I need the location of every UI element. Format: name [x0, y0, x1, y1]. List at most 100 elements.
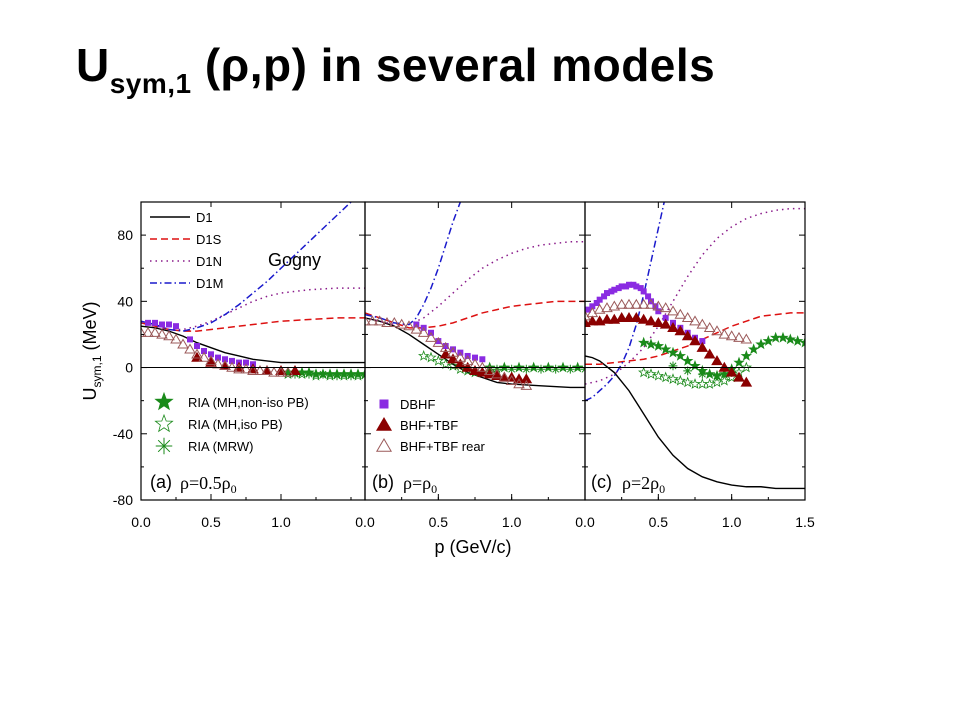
panel-c-bhf-tbf-point	[718, 361, 731, 372]
panel-c-bhf-tbf-rear-point	[645, 298, 657, 309]
panel-c-bhf-tbf-rear-point	[593, 303, 606, 314]
y-tick-label: 80	[117, 227, 133, 243]
panel-c-bhf-tbf-rear-point	[703, 321, 716, 332]
panel-c-bhf-tbf-rear-point	[733, 331, 745, 342]
panel-c-bhf-tbf-rear-point	[630, 298, 643, 309]
legend-ria-mh-non-iso-pb-swatch	[154, 391, 174, 411]
x-axis-label: p (GeV/c)	[434, 537, 511, 557]
panel-b-ria-mh-iso-pb-point	[425, 351, 437, 363]
panel-a-d1s-line	[141, 317, 365, 332]
legend-dbhf-swatch	[379, 399, 389, 409]
panel-a-ria-mh-iso-pb-point	[352, 369, 364, 381]
panel-b-label: (b)	[372, 472, 394, 492]
panel-c-bhf-tbf-rear-point	[652, 300, 665, 311]
x-tick-label: 0.5	[201, 514, 221, 530]
panel-c-dbhf-point	[655, 308, 662, 315]
panel-c-d1m-line	[585, 202, 665, 402]
panel-c-d1-line	[585, 355, 805, 490]
frame-layer: 0.0 0.5 1.0 0.0 0.5 1.0 0.0 0.5 1.0 1.5 80 40 0 -40 -8…	[113, 201, 815, 530]
panel-c-bhf-tbf-rear-point	[615, 298, 628, 309]
panel-c-dbhf-point	[611, 286, 618, 293]
panel-b-dbhf-point	[435, 338, 442, 345]
panel-b-bhf-tbf-rear-point	[476, 361, 489, 372]
panel-c-dbhf-point	[699, 338, 706, 345]
legend-d1n-label: D1N	[196, 254, 222, 269]
panel-c-bhf-tbf-point	[586, 315, 599, 326]
panel-b-bhf-tbf-rear-point	[365, 315, 371, 326]
panel-b-bhf-tbf-rear-point	[505, 374, 518, 385]
panel-b-bhf-tbf-rear-point	[513, 378, 525, 389]
legend-bhf-tbf-rear-label: BHF+TBF rear	[400, 439, 486, 454]
x-tick-label: 0.5	[649, 514, 669, 530]
panel-a-dbhf-point	[215, 354, 221, 361]
panel-a-ria-mh-iso-pb-point	[338, 369, 350, 381]
panel-a-bhf-tbf-rear-point	[170, 333, 182, 344]
panel-b-bhf-tbf-rear-point	[417, 326, 430, 337]
panel-c-bhf-tbf-rear-point	[674, 308, 687, 319]
panel-c-ria-mh-non-iso-pb-point	[652, 340, 664, 351]
x-tick-label: 1.5	[795, 514, 815, 530]
panel-a-d1n-line	[141, 287, 365, 331]
panel-c-plot	[585, 202, 805, 490]
panel-a-bhf-tbf-rear-point	[177, 338, 189, 349]
panel-a-dbhf-point	[166, 321, 172, 328]
panel-a-dbhf-point	[201, 348, 207, 354]
panel-c-bhf-tbf-point	[645, 315, 657, 326]
panel-c-ria-mh-non-iso-pb-point	[777, 331, 789, 343]
panel-a-bhf-tbf-rear-point	[184, 343, 196, 354]
panel-b-ria-mrw-point	[536, 364, 546, 374]
panel-c-ria-mh-iso-pb-point	[740, 361, 752, 373]
title-subscript: sym,1	[109, 68, 192, 99]
panel-c-ria-mh-iso-pb-point	[645, 368, 657, 379]
panel-a-bhf-tbf-rear-point	[282, 366, 294, 377]
panel-c-bhf-tbf-point	[659, 318, 672, 329]
panel-c-bhf-tbf-rear-point	[718, 328, 731, 339]
panel-b-bhf-tbf-rear-point	[447, 346, 459, 357]
panel-a-bhf-tbf-rear-point	[198, 351, 210, 362]
panel-b-dbhf-point	[479, 356, 486, 363]
panel-b-bhf-tbf-rear-point	[366, 315, 379, 326]
panel-c-bhf-tbf-point	[623, 312, 635, 323]
panel-b-bhf-tbf-rear-point	[410, 323, 423, 334]
panel-c-ria-mrw-point	[712, 371, 722, 381]
panel-a-bhf-tbf-rear-point	[254, 365, 266, 376]
panel-c-ria-mh-iso-pb-point	[652, 369, 664, 381]
x-tick-label: 1.0	[502, 514, 522, 530]
panel-a-d1-line	[141, 325, 365, 364]
panel-b-d1s-line	[365, 300, 585, 329]
panel-a-bhf-tbf-rear-point	[191, 348, 203, 359]
panel-a-bhf-tbf-rear-point	[261, 365, 273, 376]
y-axis-label: Usym,1 (MeV)	[80, 301, 104, 400]
panel-a-bhf-tbf-point	[191, 351, 203, 362]
panel-c-ria-mh-iso-pb-point	[660, 371, 672, 383]
x-tick-label: 1.0	[271, 514, 291, 530]
panel-c-bhf-tbf-rear-point	[659, 302, 672, 313]
text-layer: p (GeV/c) Usym,1 (MeV) Gogny (a) ρ=0.5ρ0…	[80, 250, 665, 557]
panel-c-bhf-tbf-rear-point	[667, 305, 679, 316]
panel-c-bhf-tbf-rear-point	[623, 298, 635, 309]
panel-c-ria-mh-non-iso-pb-point	[638, 336, 650, 348]
legend-background	[148, 390, 364, 456]
panel-b-plot	[365, 202, 585, 390]
panel-c-density-main: ρ=2ρ	[622, 473, 659, 493]
y-tick-label: 0	[125, 360, 133, 376]
panel-c-density-sub: 0	[659, 482, 665, 496]
panel-c-dbhf-point	[637, 285, 644, 292]
x-tick-label: 0.0	[355, 514, 375, 530]
panel-a-plot	[141, 202, 365, 381]
x-tick-label: 0.5	[429, 514, 449, 530]
panel-c-dbhf-point	[618, 283, 625, 290]
panel-b-dbhf-point	[442, 343, 449, 350]
legend-dbhf-label: DBHF	[400, 397, 435, 412]
panel-b-ria-mrw-point	[551, 364, 561, 374]
panel-c-ria-mh-non-iso-pb-point	[645, 338, 657, 350]
panel-a-bhf-tbf-rear-point	[149, 326, 161, 337]
panel-a-bhf-tbf-rear-point	[233, 363, 245, 374]
panel-c-frame	[584, 201, 806, 501]
panel-c-bhf-tbf-point	[711, 355, 723, 366]
panel-b-ria-mh-iso-pb-point	[432, 354, 444, 366]
panel-b-d1m-line	[365, 202, 462, 326]
panel-b-bhf-tbf-rear-point	[403, 320, 415, 331]
panel-c-ria-mh-non-iso-pb-point	[792, 335, 804, 346]
panel-b-density-sub: 0	[431, 482, 437, 496]
